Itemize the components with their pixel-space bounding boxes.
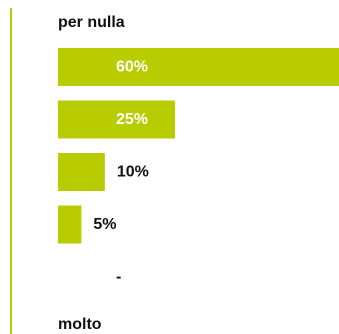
bar-1: [58, 100, 176, 139]
accent-line: [10, 8, 12, 334]
bar-3: [58, 205, 82, 244]
scale-top-label: per nulla: [58, 14, 125, 31]
bar-label-3: 5%: [93, 216, 116, 233]
bar-label-1: 25%: [116, 111, 148, 128]
bar-label-4: -: [116, 269, 121, 286]
bar-label-2: 10%: [117, 164, 149, 181]
bar-0: [58, 48, 339, 86]
bar-2: [58, 153, 105, 191]
bar-label-0: 60%: [116, 59, 148, 76]
scale-bottom-label: molto: [58, 316, 102, 333]
